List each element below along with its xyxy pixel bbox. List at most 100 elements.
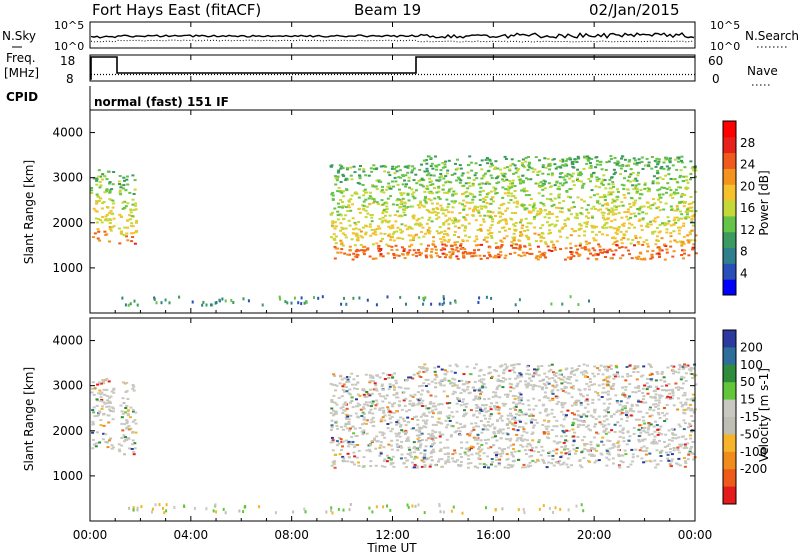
echo-cell — [485, 295, 488, 299]
echo-cell — [125, 178, 129, 181]
echo-cell — [565, 175, 569, 178]
echo-cell — [607, 376, 611, 379]
echo-cell — [386, 423, 390, 425]
echo-cell — [333, 207, 337, 210]
echo-cell — [555, 435, 559, 438]
echo-cell — [572, 448, 576, 451]
colorbar-swatch — [723, 469, 736, 488]
echo-cell — [400, 453, 404, 456]
echo-cell — [118, 191, 122, 194]
echo-cell — [349, 401, 352, 404]
echo-cell — [96, 383, 100, 386]
echo-cell — [343, 425, 347, 428]
echo-cell — [487, 251, 491, 254]
echo-cell — [382, 446, 386, 449]
echo-cell — [673, 216, 677, 219]
echo-cell — [671, 388, 674, 391]
echo-cell — [340, 206, 344, 209]
echo-cell — [674, 437, 678, 440]
echo-cell — [647, 426, 651, 429]
echo-cell — [453, 220, 457, 223]
echo-cell — [586, 217, 590, 219]
echo-cell — [675, 216, 679, 219]
echo-cell — [489, 198, 493, 201]
echo-cell — [380, 385, 384, 388]
echo-cell — [261, 303, 264, 307]
echo-cell — [129, 211, 133, 214]
echo-cell — [352, 232, 356, 235]
echo-cell — [433, 405, 437, 408]
echo-cell — [491, 423, 494, 426]
echo-cell — [396, 183, 400, 186]
echo-cell — [108, 439, 111, 442]
echo-cell — [346, 427, 349, 430]
echo-cell — [450, 370, 454, 373]
echo-cell — [423, 170, 427, 173]
echo-cell — [684, 217, 688, 220]
echo-cell — [372, 380, 376, 383]
echo-cell — [666, 395, 670, 398]
echo-cell — [484, 172, 487, 175]
echo-cell — [131, 225, 135, 228]
echo-cell — [554, 395, 558, 398]
echo-cell — [429, 455, 433, 458]
echo-cell — [391, 180, 394, 183]
echo-cell — [449, 256, 453, 259]
echo-cell — [490, 177, 494, 179]
echo-cell — [458, 212, 462, 214]
echo-cell — [522, 463, 526, 466]
echo-cell — [466, 466, 470, 469]
echo-cell — [682, 447, 686, 450]
echo-cell — [120, 416, 124, 419]
echo-cell — [103, 393, 107, 396]
echo-cell — [644, 449, 648, 452]
echo-cell — [596, 392, 600, 395]
echo-cell — [479, 228, 483, 231]
echo-cell — [101, 202, 105, 205]
echo-cell — [400, 200, 403, 203]
echo-cell — [108, 198, 112, 201]
echo-cell — [439, 382, 442, 385]
echo-cell — [628, 222, 631, 225]
echo-cell — [429, 165, 433, 168]
echo-cell — [638, 218, 642, 221]
echo-cell — [100, 207, 104, 210]
echo-cell — [597, 209, 600, 212]
echo-cell — [375, 505, 378, 509]
echo-cell — [355, 456, 359, 459]
echo-cell — [685, 209, 689, 212]
echo-cell — [563, 385, 567, 388]
echo-cell — [586, 376, 589, 378]
echo-cell — [355, 256, 359, 259]
echo-cell — [638, 207, 642, 210]
echo-cell — [461, 193, 464, 195]
echo-cell — [392, 465, 396, 468]
echo-cell — [500, 419, 504, 422]
echo-cell — [518, 247, 522, 250]
echo-cell — [428, 177, 432, 180]
echo-cell — [507, 192, 510, 194]
echo-cell — [435, 217, 439, 220]
echo-cell — [583, 388, 587, 391]
echo-cell — [381, 219, 385, 222]
echo-cell — [410, 461, 414, 464]
echo-cell — [439, 237, 443, 240]
echo-cell — [401, 417, 405, 420]
echo-cell — [570, 206, 574, 209]
echo-cell — [441, 166, 445, 169]
echo-cell — [639, 224, 643, 227]
echo-cell — [482, 373, 486, 376]
echo-cell — [576, 217, 579, 220]
echo-cell — [518, 420, 522, 423]
echo-cell — [592, 436, 596, 439]
echo-cell — [506, 446, 510, 449]
echo-cell — [615, 411, 619, 413]
echo-cell — [598, 202, 602, 205]
echo-cell — [641, 243, 645, 246]
echo-cell — [625, 164, 629, 167]
echo-cell — [350, 460, 354, 463]
echo-cell — [432, 435, 435, 438]
echo-cell — [514, 167, 518, 170]
echo-cell — [662, 167, 666, 170]
echo-cell — [343, 401, 347, 404]
